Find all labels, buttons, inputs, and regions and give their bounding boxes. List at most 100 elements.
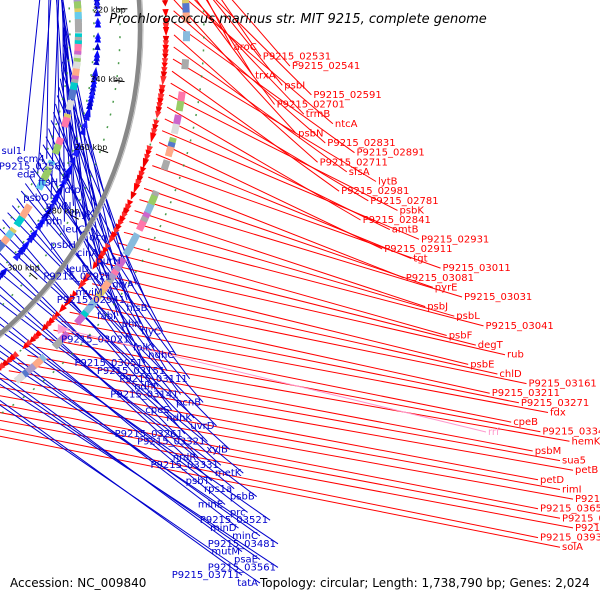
gene-connector [168,94,398,211]
gene-connector [8,370,574,471]
gene-label: tgt [413,254,427,265]
gene-label: psbK [400,205,425,216]
reverse-gene-arrow [34,222,42,231]
gene-connector [212,0,283,86]
cog-feature-block [65,99,75,111]
forward-gene-arrow [161,62,168,69]
gene-label: eda [17,170,36,181]
cog-feature-block [122,244,134,257]
gene-connector [0,383,279,568]
gene-label: P9215_03021 [61,335,129,346]
gene-label: P9215_02831 [327,138,395,149]
gene-connector [139,199,463,298]
scale-tick-label: 300 kbp [7,264,40,273]
forward-gene-arrow [162,27,170,37]
forward-gene-arrow [158,88,165,97]
gene-label: psbT [186,476,211,487]
gene-label: psbB [230,492,255,503]
gene-label: rimI [562,485,582,496]
backbone-layer [0,0,205,416]
cog-feature-block [160,159,171,171]
gene-label: P9215_02981 [341,186,409,197]
reverse-gene-arrow [90,79,97,88]
gene-label: P9215_02531 [263,51,331,62]
reverse-gene-arrow [94,42,101,51]
reverse-gene-arrow [94,8,101,17]
gene-label: P9215_03341 [542,427,600,438]
gene-connector [143,187,433,288]
forward-gene-arrow [63,297,73,308]
gene-connector [194,0,305,115]
gene-connector [134,210,426,308]
gene-label: P9215_03601 [575,494,600,505]
gene-label: amtB [392,225,419,236]
forward-gene-arrow [97,254,104,262]
gene-connector [0,435,561,548]
forward-gene-arrow [155,110,162,119]
reverse-gene-arrow [60,176,67,185]
forward-gene-arrow [92,261,100,270]
reverse-gene-arrow [83,109,90,121]
gene-connector [231,0,291,67]
cog-feature-block [31,356,44,369]
reverse-gene-arrow [94,19,102,28]
forward-gene-arrow [0,362,6,370]
gene-label: psbI [284,80,305,91]
gene-connector [155,153,412,259]
forward-gene-arrow [77,279,87,290]
gene-label: P9215_03041 [486,321,554,332]
gene-label: P9215_03081 [406,273,474,284]
forward-gene-arrow [68,293,76,301]
gene-connector [0,419,574,529]
gene-connector [61,320,549,413]
gene-label: purH [96,256,120,267]
gene-label: minC [232,531,258,542]
gene-connector [37,0,52,175]
scale-tick-label: 240 kbp [90,75,123,84]
gene-label: P9215_02541 [292,61,360,72]
cog-feature-block [99,279,112,293]
scale-tick [69,213,79,220]
forward-gene-arrow [22,342,30,349]
gene-label: trmB [306,109,331,120]
gene-label: cinA [77,248,99,259]
cog-feature-block [175,100,185,112]
gene-connector [0,377,539,481]
reverse-gene-arrow [86,99,93,110]
cog-feature-block [115,256,127,269]
gene-connector [161,130,420,240]
gene-label: tlyC [141,327,161,338]
gene-connector [152,165,441,269]
gene-connector [0,386,561,490]
reverse-gene-arrow [81,119,88,129]
gene-label: psbE [470,359,494,370]
gene-label: P9215_02591 [313,90,381,101]
genome-title: Prochlorococcus marinus str. MIT 9215, c… [109,12,487,27]
rna-gene-label: rrf [488,427,500,438]
cog-feature-block [51,337,64,350]
gene-connector [23,0,41,151]
gene-connector [77,302,490,394]
gene-label: leuD [66,264,89,275]
forward-gene-arrow [162,40,170,49]
gene-label: dcd [89,232,107,243]
gene-label: P9215_02711 [320,157,388,168]
gene-label: petB [575,465,598,476]
gene-label: P9215_02781 [370,196,438,207]
gene-label: P9215_03321 [137,437,205,448]
gene-connector [63,27,79,246]
gene-label: tatA [237,578,258,589]
cog-feature-block [74,313,86,326]
rna-connector [62,328,487,433]
forward-gene-arrow [82,276,89,284]
gene-connector [18,362,561,462]
accession-text: Accession: NC_009840 [10,576,146,590]
gene-label: sua5 [562,456,586,467]
label-connectors [0,0,574,584]
reverse-gene-arrow [44,207,51,215]
gene-label: P9215_03521 [200,515,268,526]
gene-connector [173,46,348,173]
gene-label: rps1a [204,484,232,495]
gene-label: folK [133,342,152,353]
